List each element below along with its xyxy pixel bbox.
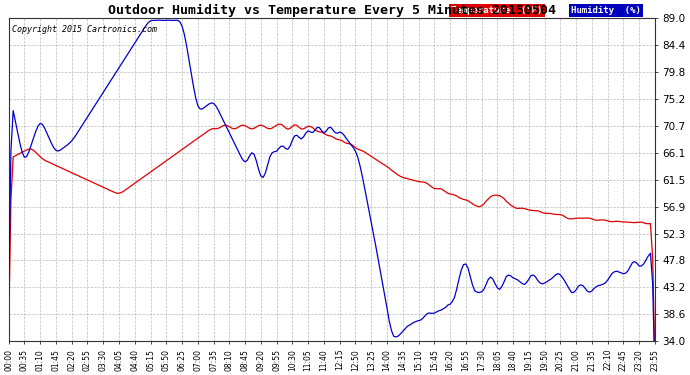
Text: Copyright 2015 Cartronics.com: Copyright 2015 Cartronics.com — [12, 25, 157, 34]
Title: Outdoor Humidity vs Temperature Every 5 Minutes 20150504: Outdoor Humidity vs Temperature Every 5 … — [108, 4, 556, 17]
Text: Temperature  (°F): Temperature (°F) — [451, 6, 543, 15]
Text: Humidity  (%): Humidity (%) — [571, 6, 641, 15]
